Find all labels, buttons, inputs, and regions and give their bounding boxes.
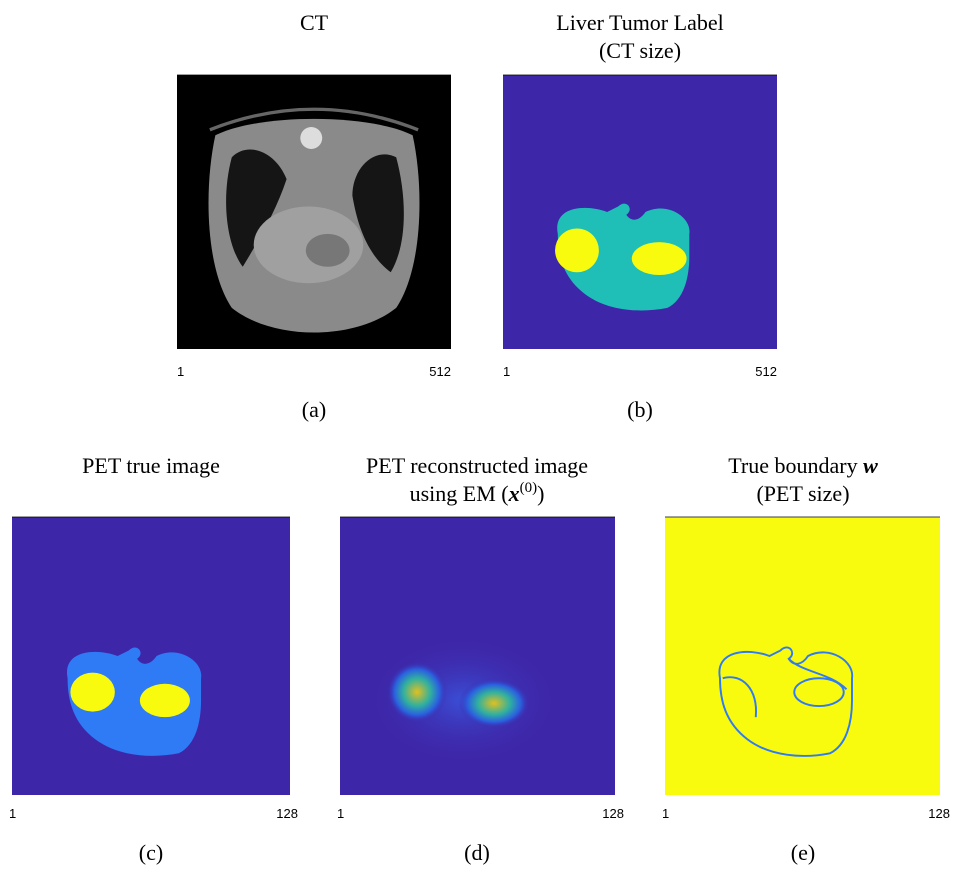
pet-true-image <box>12 517 290 795</box>
figure: CT Liver Tumor Label (CT size) PET true … <box>0 0 953 872</box>
panel-title: using EM (x(0)) <box>410 480 545 506</box>
pet-reconstructed-image <box>340 517 615 795</box>
frames <box>12 75 940 517</box>
caption: (d) <box>464 840 490 865</box>
x-tick-label: 1 <box>662 806 669 821</box>
panel-title: (CT size) <box>599 38 681 63</box>
ct-image <box>177 75 451 349</box>
title-part: using EM ( <box>410 481 509 506</box>
caption: (a) <box>302 397 326 422</box>
caption: (e) <box>791 840 815 865</box>
panel-title: CT <box>300 10 329 35</box>
x-tick-label: 1 <box>9 806 16 821</box>
math-symbol: w <box>863 453 878 478</box>
x-tick-label: 1 <box>337 806 344 821</box>
x-tick-label: 512 <box>429 364 451 379</box>
superscript: (0) <box>520 480 538 496</box>
math-symbol: x <box>508 481 520 506</box>
x-tick-label: 1 <box>503 364 510 379</box>
x-tick-label: 512 <box>755 364 777 379</box>
x-tick-label: 128 <box>276 806 298 821</box>
panel-title: True boundary w <box>728 453 878 478</box>
panel-title: Liver Tumor Label <box>556 10 723 35</box>
x-tick-label: 128 <box>602 806 624 821</box>
label-image <box>503 75 777 349</box>
caption: (c) <box>139 840 163 865</box>
panel-title: PET reconstructed image <box>366 453 588 478</box>
x-tick-label: 128 <box>928 806 950 821</box>
x-tick-label: 1 <box>177 364 184 379</box>
panel-title: PET true image <box>82 453 220 478</box>
title-part: ) <box>537 481 544 506</box>
panel-title: (PET size) <box>756 481 849 506</box>
caption: (b) <box>627 397 653 422</box>
boundary-image <box>665 517 940 795</box>
title-part: True boundary <box>728 453 863 478</box>
